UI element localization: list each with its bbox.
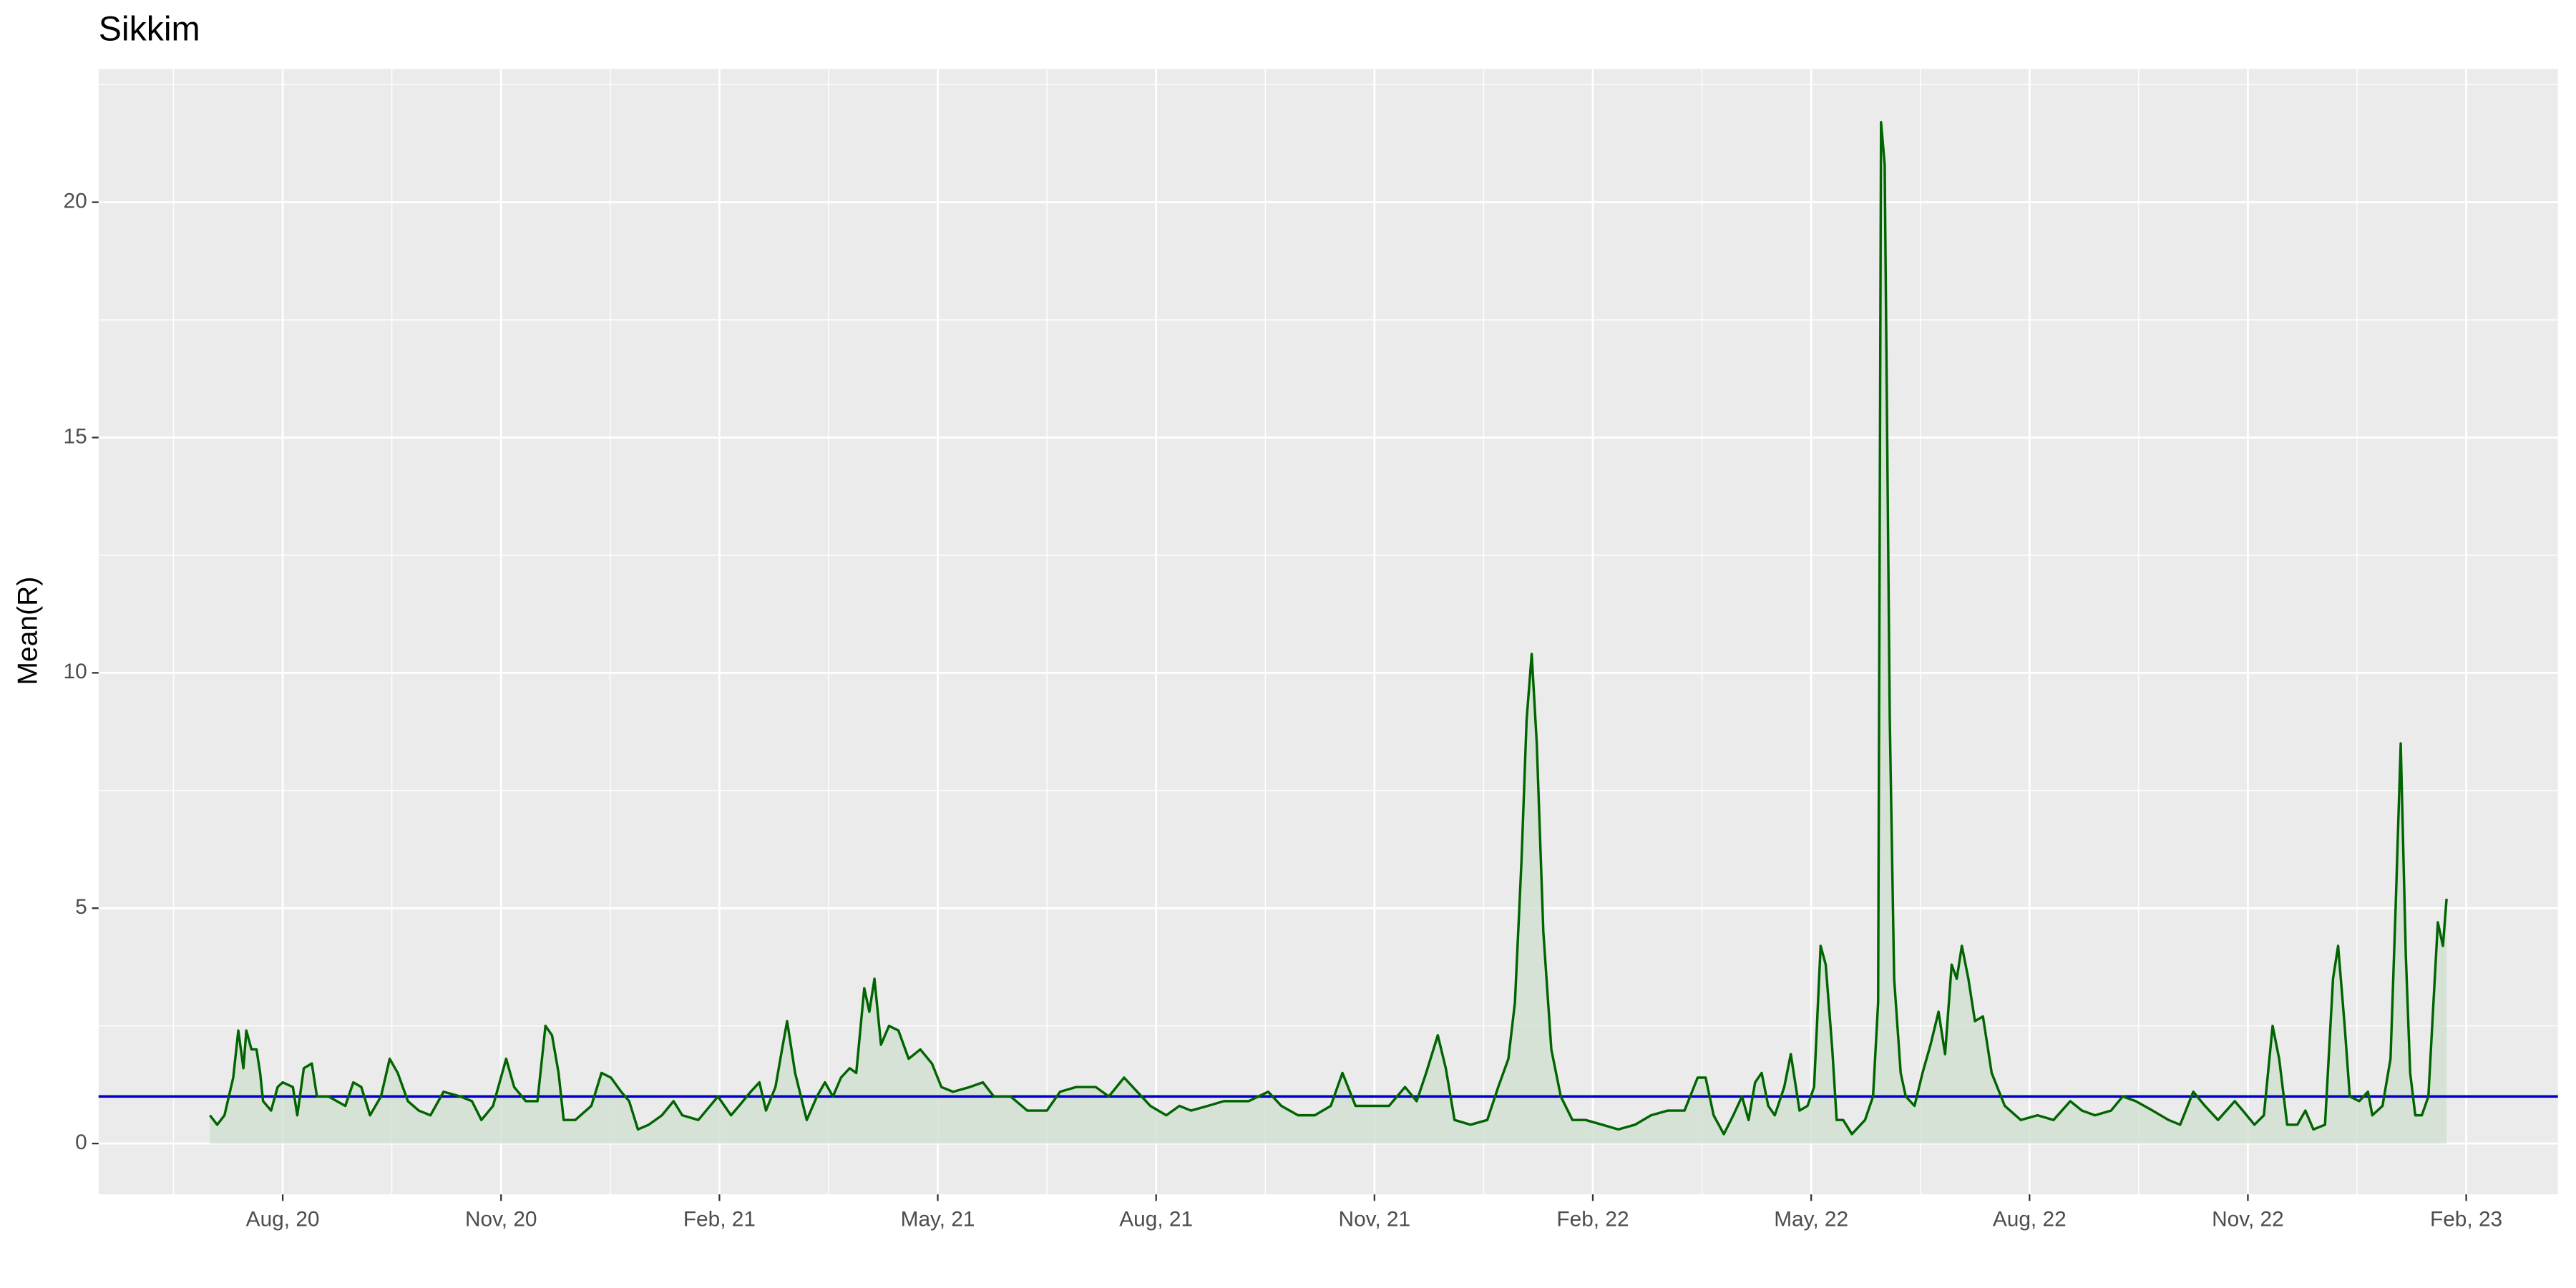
x-tick-label: Feb, 21 bbox=[683, 1208, 756, 1231]
x-tick-label: Feb, 23 bbox=[2430, 1208, 2502, 1231]
y-tick-label: 10 bbox=[63, 660, 87, 683]
chart-title: Sikkim bbox=[99, 9, 200, 48]
x-tick-label: Feb, 22 bbox=[1556, 1208, 1629, 1231]
y-axis-label: Mean(R) bbox=[13, 577, 44, 686]
y-tick-label: 15 bbox=[63, 424, 87, 448]
x-tick-label: May, 22 bbox=[1774, 1208, 1848, 1231]
y-tick-label: 0 bbox=[75, 1131, 87, 1154]
x-tick-label: May, 21 bbox=[901, 1208, 975, 1231]
panel bbox=[98, 69, 2558, 1195]
x-tick-label: Aug, 20 bbox=[246, 1208, 320, 1231]
x-tick-label: Aug, 22 bbox=[1993, 1208, 2067, 1231]
line bbox=[209, 121, 2448, 1136]
x-tick-label: Aug, 21 bbox=[1119, 1208, 1193, 1231]
area bbox=[210, 122, 2447, 1144]
y-tick-label: 20 bbox=[63, 189, 87, 213]
x-tick-label: Nov, 21 bbox=[1339, 1208, 1411, 1231]
y-tick-label: 5 bbox=[75, 895, 87, 919]
x-tick-label: Nov, 22 bbox=[2212, 1208, 2284, 1231]
x-tick-label: Nov, 20 bbox=[465, 1208, 537, 1231]
